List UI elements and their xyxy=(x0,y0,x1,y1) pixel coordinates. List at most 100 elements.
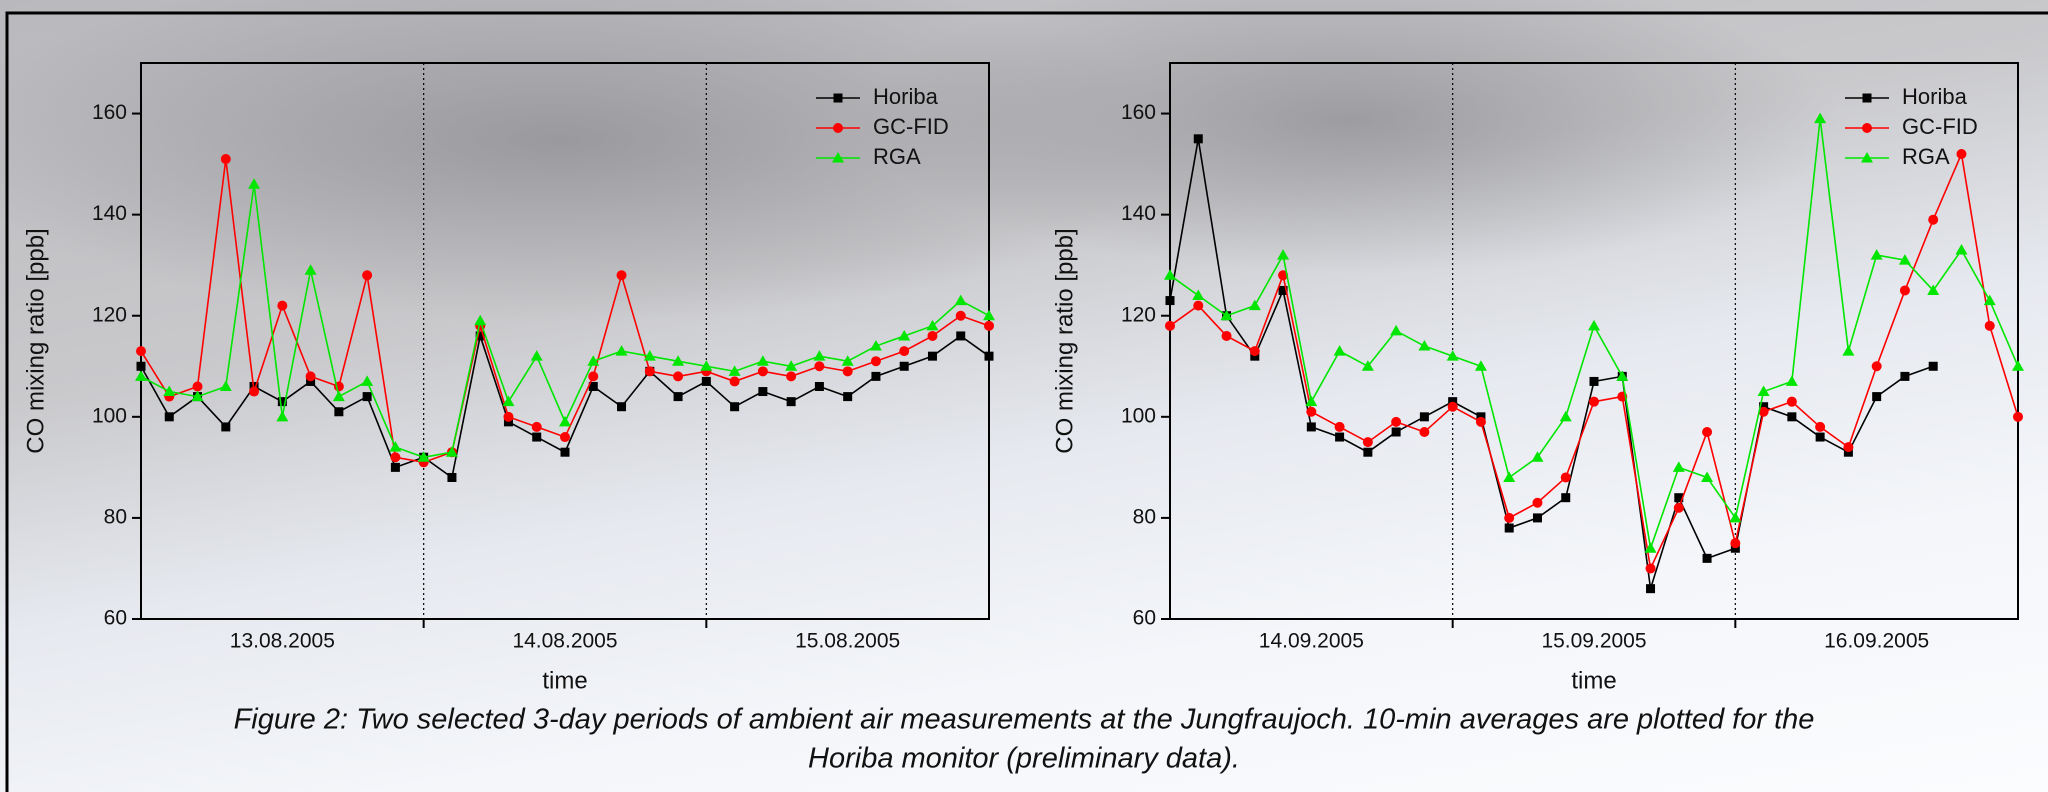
legend-marker xyxy=(832,152,844,163)
marker xyxy=(927,330,938,341)
marker xyxy=(1418,340,1431,351)
marker xyxy=(1899,285,1910,296)
marker xyxy=(1561,493,1571,503)
marker xyxy=(1815,421,1826,432)
marker xyxy=(644,366,655,377)
marker xyxy=(1758,406,1769,417)
chart: 60 80 100 120 140 160 13.08.2005 14.08.2005 15.0… xyxy=(22,62,995,694)
y-axis-title: CO mixing ratio [ppb] xyxy=(22,228,49,453)
marker xyxy=(841,355,854,366)
marker xyxy=(1333,345,1346,356)
marker xyxy=(306,376,316,386)
marker xyxy=(361,375,374,386)
marker xyxy=(1730,543,1740,553)
marker xyxy=(1250,351,1260,361)
marker xyxy=(1814,112,1827,124)
legend-label: GC-FID xyxy=(873,114,949,139)
marker xyxy=(304,264,317,275)
marker xyxy=(1983,294,1996,306)
marker xyxy=(1644,542,1657,553)
marker xyxy=(1532,513,1542,523)
marker xyxy=(1956,148,1967,159)
marker xyxy=(843,392,853,402)
marker xyxy=(1193,134,1203,144)
marker xyxy=(192,381,203,392)
y-tick-label: 140 xyxy=(1121,202,1156,225)
marker xyxy=(1165,320,1175,331)
marker xyxy=(984,320,994,331)
marker xyxy=(701,376,711,386)
marker xyxy=(869,340,882,351)
marker xyxy=(1559,410,1572,422)
marker xyxy=(1306,406,1317,417)
marker xyxy=(417,451,430,462)
marker xyxy=(389,441,402,452)
marker xyxy=(191,390,204,402)
marker xyxy=(503,411,514,422)
marker xyxy=(560,432,570,443)
marker xyxy=(956,331,966,341)
marker xyxy=(531,421,542,432)
marker xyxy=(1955,244,1968,255)
marker xyxy=(1419,412,1429,422)
marker xyxy=(587,355,600,366)
marker xyxy=(926,319,939,331)
marker xyxy=(1872,392,1882,402)
marker xyxy=(1221,330,1232,341)
marker xyxy=(786,371,797,382)
marker xyxy=(532,432,542,442)
marker xyxy=(672,355,685,366)
marker xyxy=(1306,422,1316,432)
marker xyxy=(1786,396,1797,407)
marker xyxy=(277,300,288,311)
marker xyxy=(756,355,769,366)
marker xyxy=(163,385,176,397)
marker xyxy=(1928,214,1939,225)
marker xyxy=(1729,511,1742,523)
marker xyxy=(730,402,740,412)
marker xyxy=(1390,324,1403,336)
marker xyxy=(1815,432,1825,442)
marker xyxy=(136,346,146,357)
marker xyxy=(1701,471,1714,482)
marker xyxy=(1589,376,1599,386)
marker xyxy=(277,397,287,407)
marker xyxy=(1305,395,1318,407)
marker xyxy=(503,417,513,427)
marker xyxy=(1475,416,1486,427)
marker xyxy=(729,376,740,387)
chart: 60 80 100 120 140 160 14.09.2005 15.09.2005 16.0… xyxy=(1051,62,2024,694)
marker xyxy=(1702,426,1713,437)
legend-marker xyxy=(833,93,843,103)
marker xyxy=(1589,396,1599,407)
y-tick-label: 60 xyxy=(104,607,127,630)
legend-label: Horiba xyxy=(1902,84,1968,109)
marker xyxy=(1673,502,1684,513)
marker xyxy=(871,371,881,381)
marker xyxy=(1870,249,1883,260)
marker xyxy=(530,350,543,361)
x-tick-label: 13.08.2005 xyxy=(230,630,335,653)
marker xyxy=(1984,320,1995,331)
marker xyxy=(136,361,146,371)
marker xyxy=(983,309,995,321)
marker xyxy=(220,154,231,165)
marker xyxy=(1928,361,1938,371)
plot-frame xyxy=(140,62,990,620)
marker xyxy=(2013,411,2023,422)
legend-marker xyxy=(1862,123,1872,133)
marker xyxy=(1927,284,1940,295)
marker xyxy=(1164,269,1176,280)
caption-line: Horiba monitor (preliminary data). xyxy=(808,743,1240,775)
y-tick-label: 120 xyxy=(1121,303,1156,326)
y-axis-title: CO mixing ratio [ppb] xyxy=(1051,228,1078,453)
series-line xyxy=(1169,118,2019,549)
legend-marker xyxy=(833,123,843,133)
x-axis-title: time xyxy=(1571,667,1616,694)
marker xyxy=(362,392,372,402)
caption-line: Figure 2: Two selected 3-day periods of … xyxy=(234,704,1815,736)
marker xyxy=(728,365,741,376)
marker xyxy=(1503,471,1516,482)
marker xyxy=(786,397,796,407)
legend-label: GC-FID xyxy=(1902,114,1978,139)
